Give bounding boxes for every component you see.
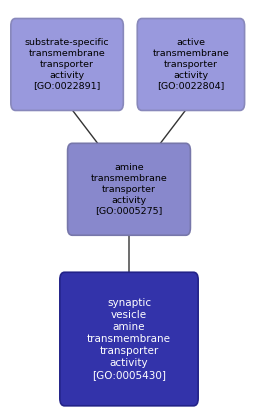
Text: active
transmembrane
transporter
activity
[GO:0022804]: active transmembrane transporter activit… xyxy=(152,39,229,91)
FancyBboxPatch shape xyxy=(137,19,245,111)
FancyBboxPatch shape xyxy=(60,272,198,406)
FancyBboxPatch shape xyxy=(11,19,123,111)
Text: substrate-specific
transmembrane
transporter
activity
[GO:0022891]: substrate-specific transmembrane transpo… xyxy=(25,39,109,91)
FancyBboxPatch shape xyxy=(68,143,190,235)
Text: synaptic
vesicle
amine
transmembrane
transporter
activity
[GO:0005430]: synaptic vesicle amine transmembrane tra… xyxy=(87,298,171,380)
Text: amine
transmembrane
transporter
activity
[GO:0005275]: amine transmembrane transporter activity… xyxy=(91,163,167,215)
